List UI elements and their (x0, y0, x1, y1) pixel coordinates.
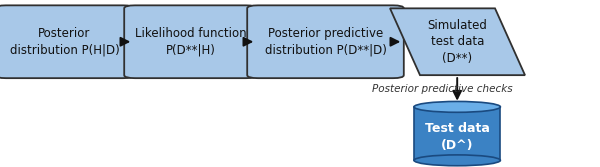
Polygon shape (390, 8, 525, 75)
FancyBboxPatch shape (247, 5, 404, 78)
Text: Posterior predictive checks: Posterior predictive checks (372, 84, 512, 94)
Ellipse shape (414, 101, 500, 112)
Ellipse shape (414, 155, 500, 166)
Text: Simulated
test data
(D**): Simulated test data (D**) (428, 19, 487, 65)
Text: Test data
(D^): Test data (D^) (425, 122, 490, 152)
Text: Posterior
distribution P(H|D): Posterior distribution P(H|D) (10, 27, 119, 56)
FancyBboxPatch shape (124, 5, 257, 78)
Text: Likelihood function
P(D**|H): Likelihood function P(D**|H) (134, 27, 247, 56)
FancyBboxPatch shape (0, 5, 134, 78)
FancyBboxPatch shape (414, 107, 500, 160)
Text: Posterior predictive
distribution P(D**|D): Posterior predictive distribution P(D**|… (265, 27, 386, 56)
